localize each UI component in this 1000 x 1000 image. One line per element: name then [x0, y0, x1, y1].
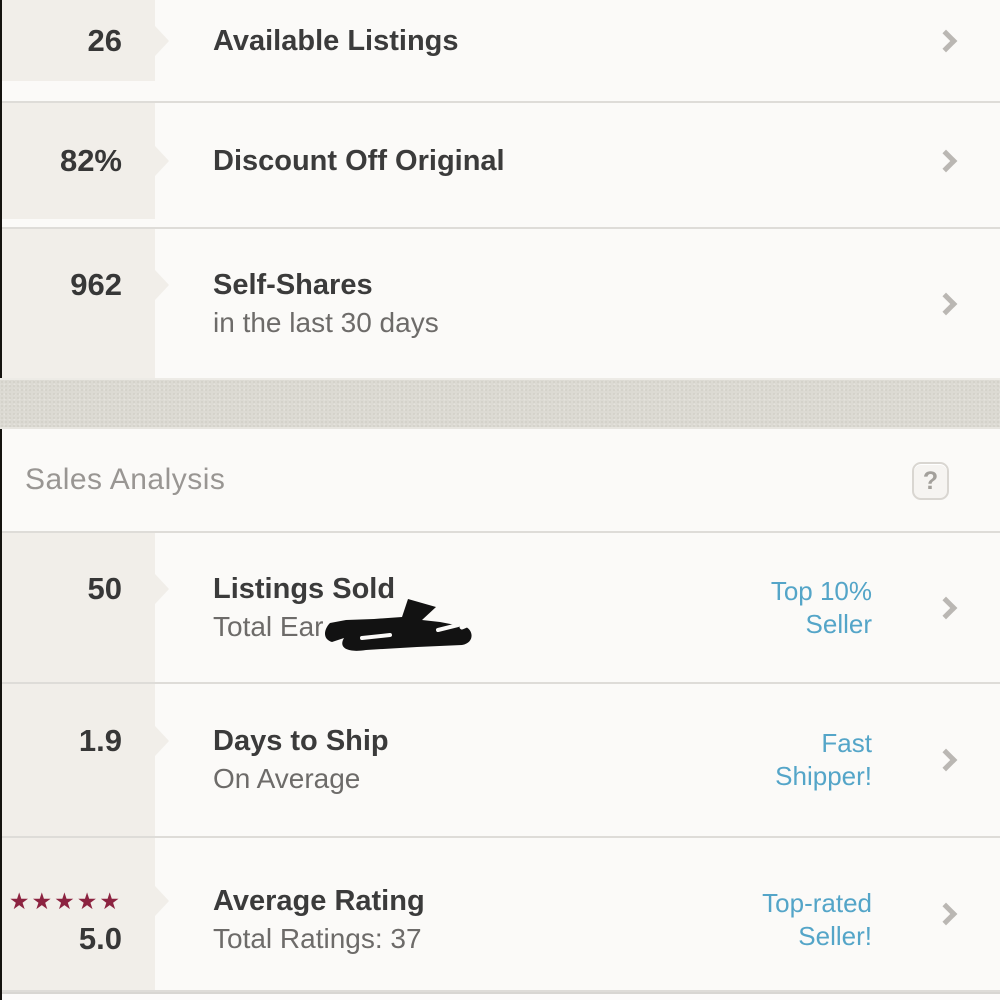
next-row-edge [0, 992, 1000, 1000]
stat-row-discount-off-original[interactable]: 82% Discount Off Original [0, 103, 1000, 229]
chevron-column [918, 596, 974, 619]
stat-subtitle: Total Ratings: 37 [213, 923, 422, 954]
chevron-column [918, 902, 974, 926]
stat-content: Average Rating Total Ratings: 37 [155, 870, 722, 958]
notch-pointer-icon [155, 886, 169, 916]
notch-pointer-icon [155, 573, 169, 604]
stat-content: Discount Off Original [155, 142, 918, 180]
left-edge-line [0, 0, 2, 1000]
chevron-right-icon [934, 29, 958, 52]
chevron-column [918, 292, 974, 315]
stat-value: 26 [87, 22, 122, 58]
stat-title: Available Listings [213, 24, 459, 57]
redaction-scribble [325, 599, 472, 651]
chevron-right-icon [934, 748, 958, 772]
help-button[interactable]: ? [912, 462, 949, 500]
stat-value-column: 962 [0, 229, 155, 378]
stat-row-self-shares[interactable]: 962 Self-Shares in the last 30 days [0, 229, 1000, 378]
stat-value-column: 1.9 [0, 684, 155, 836]
stat-value: 50 [87, 570, 122, 606]
stat-content: Self-Shares in the last 30 days [155, 266, 918, 342]
chevron-column [918, 149, 974, 173]
sales-analysis-header: Sales Analysis ? [0, 429, 1000, 533]
section-divider-band [0, 378, 1000, 429]
stat-subtitle: On Average [213, 763, 361, 794]
section-title: Sales Analysis [25, 463, 226, 496]
stat-value: 82% [59, 143, 122, 178]
stat-value-column: 50 [0, 533, 155, 682]
chevron-right-icon [934, 902, 958, 926]
chevron-right-icon [934, 292, 958, 315]
stat-row-available-listings[interactable]: 26 Available Listings [0, 0, 1000, 103]
seller-badge: Fast Shipper! [775, 728, 872, 791]
stat-content: Listings Sold Total Ear [155, 570, 722, 646]
notch-pointer-icon [155, 269, 169, 300]
stat-title: Average Rating [213, 885, 425, 917]
stat-row-listings-sold[interactable]: 50 Listings Sold Total Ear Top 10% Selle… [0, 533, 1000, 684]
chevron-column [918, 29, 974, 52]
stat-title: Days to Ship [213, 725, 389, 757]
stat-value-column: ★★★★★ 5.0 [0, 838, 155, 990]
stat-title: Self-Shares [213, 268, 373, 301]
stat-value: 962 [70, 266, 122, 302]
stat-subtitle: Total Ear [213, 610, 324, 642]
stat-subtitle: in the last 30 days [213, 306, 439, 338]
seller-badge: Top 10% Seller [770, 575, 872, 639]
chevron-right-icon [934, 149, 958, 173]
stat-row-days-to-ship[interactable]: 1.9 Days to Ship On Average Fast Shipper… [0, 684, 1000, 838]
stat-value-column: 26 [0, 0, 155, 81]
stat-content: Days to Ship On Average [155, 722, 722, 798]
seller-badge: Top-rated Seller! [762, 888, 872, 951]
chevron-column [918, 748, 974, 772]
star-rating-icon: ★★★★★ [8, 888, 122, 914]
notch-pointer-icon [155, 726, 169, 756]
stat-value: 5.0 [78, 921, 122, 956]
stat-value-column: 82% [0, 103, 155, 219]
notch-pointer-icon [155, 25, 169, 56]
chevron-right-icon [934, 596, 958, 619]
notch-pointer-icon [155, 146, 169, 176]
stat-title: Listings Sold [213, 572, 396, 605]
stat-title: Discount Off Original [213, 145, 505, 177]
stat-row-average-rating[interactable]: ★★★★★ 5.0 Average Rating Total Ratings: … [0, 838, 1000, 992]
stat-content: Available Listings [155, 22, 918, 60]
stat-value: 1.9 [78, 723, 122, 758]
